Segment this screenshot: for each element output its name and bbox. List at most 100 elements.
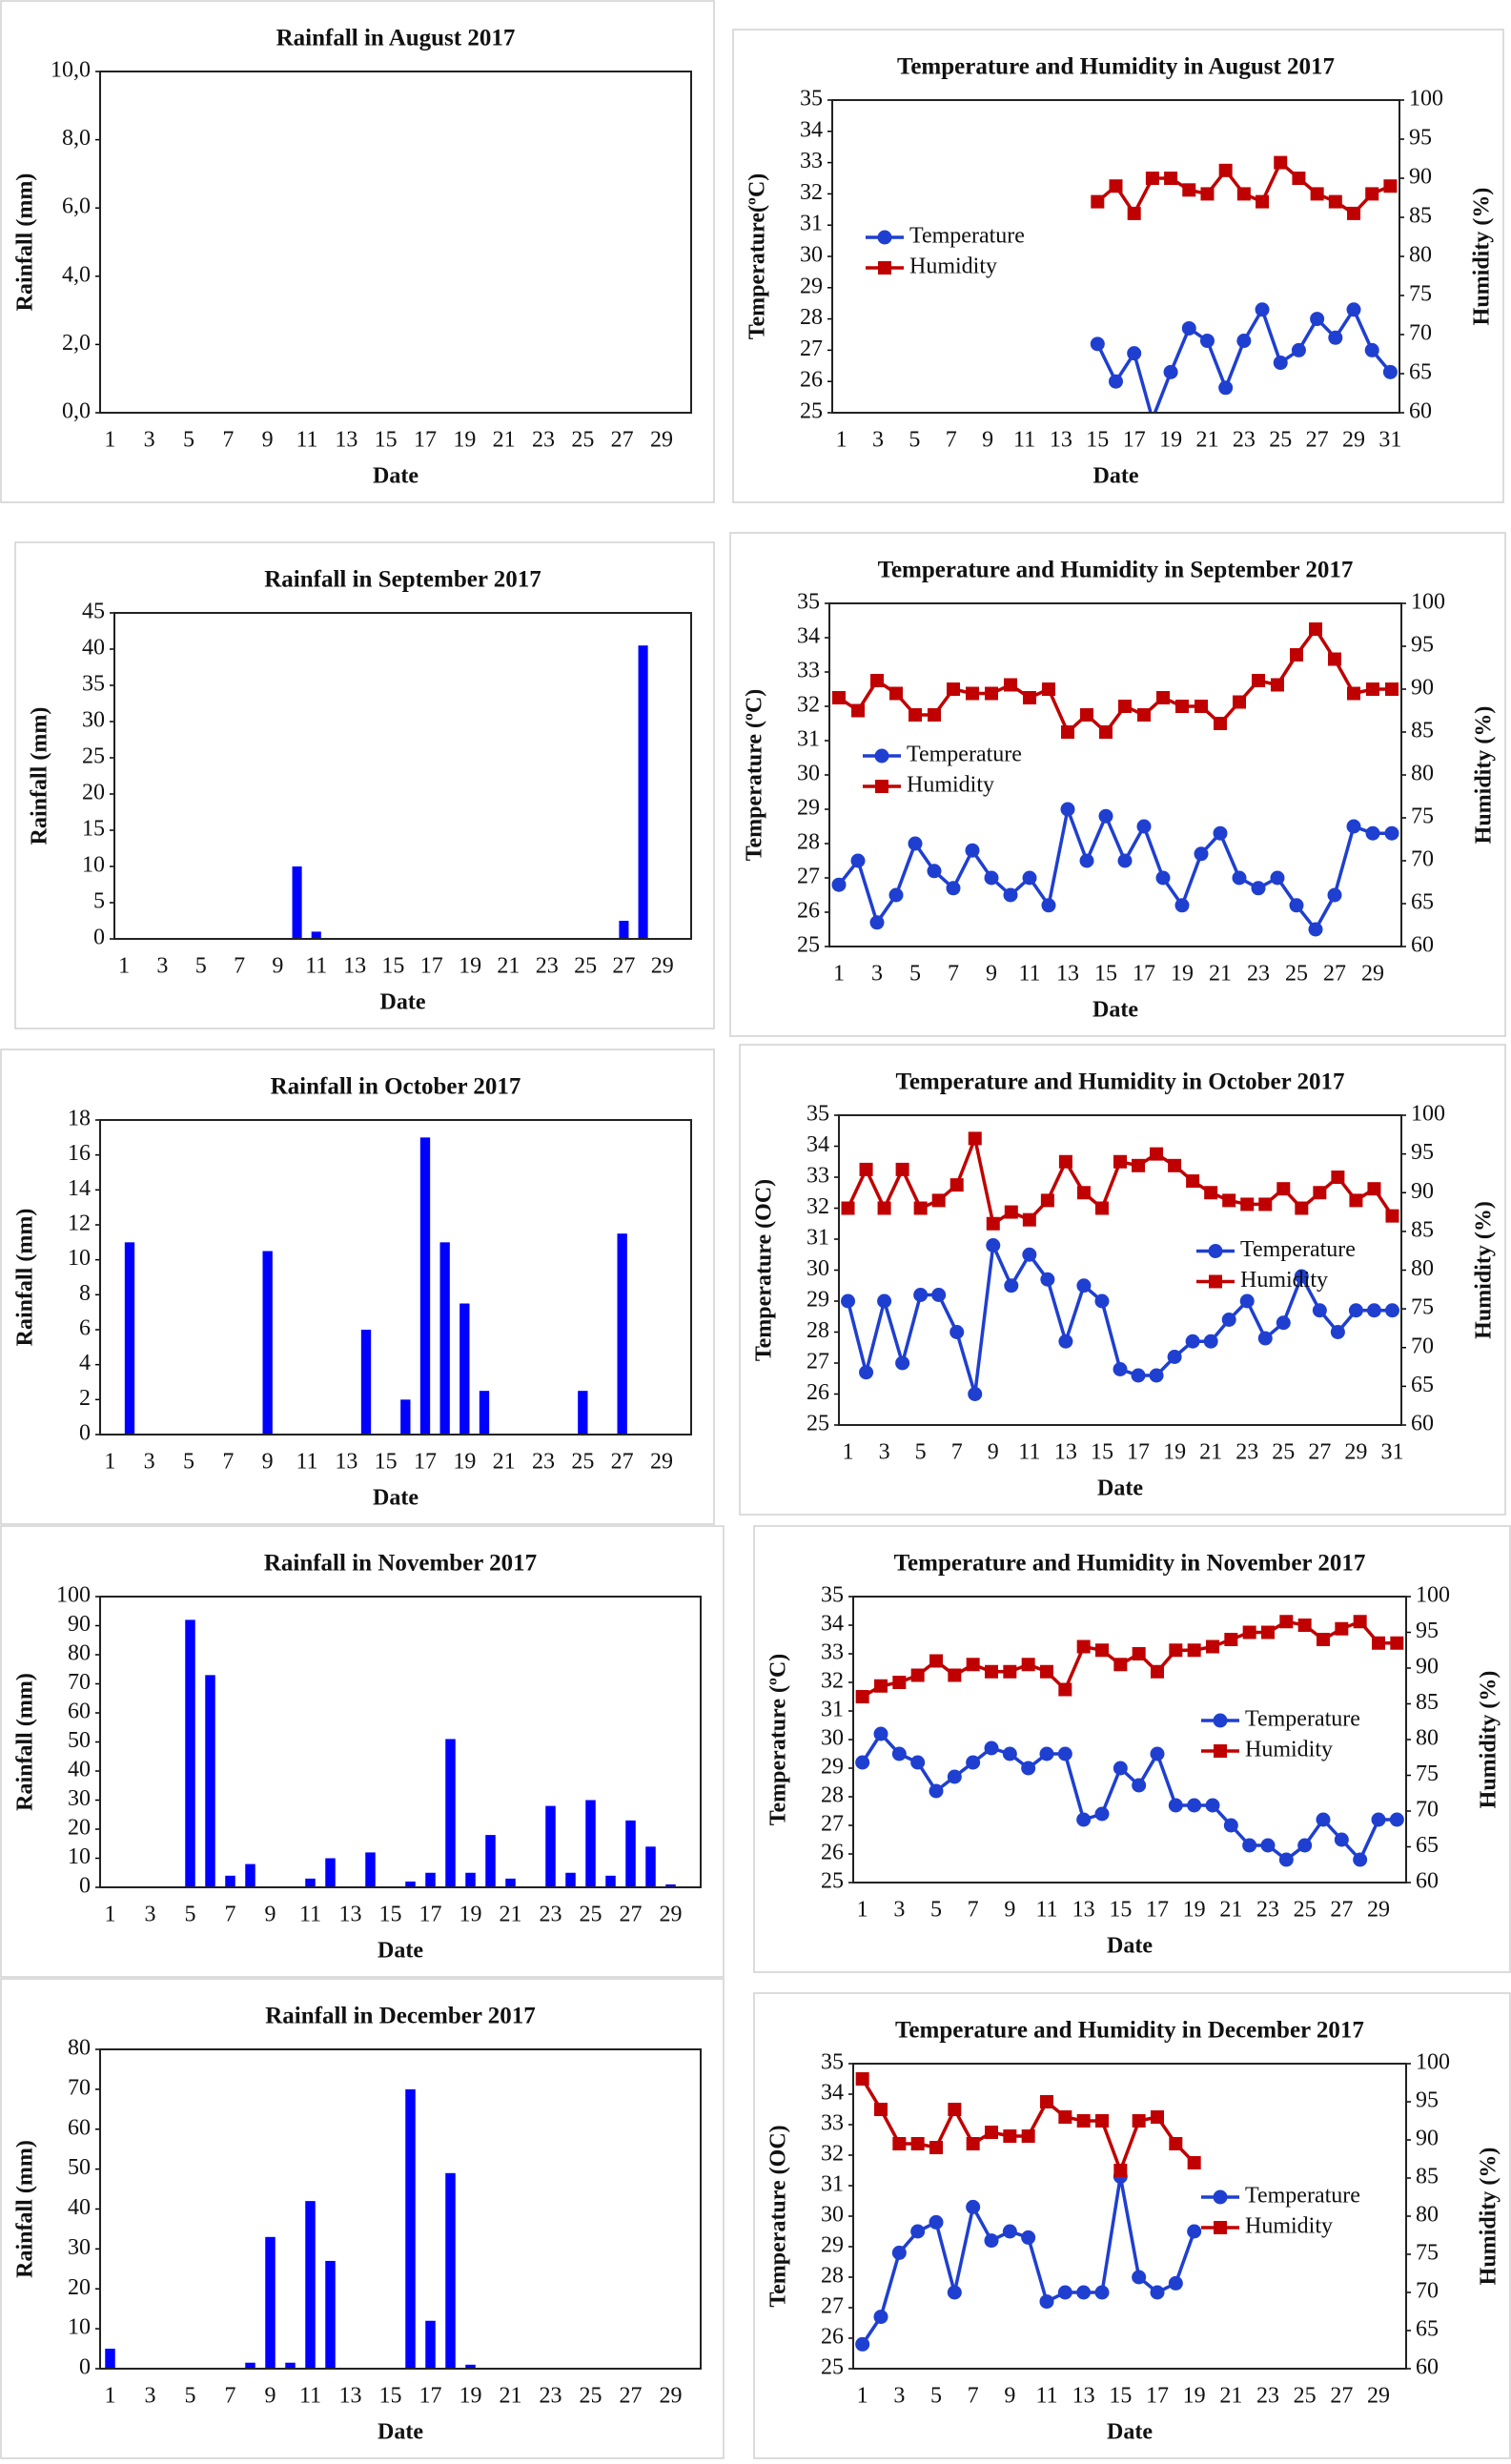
marker	[1291, 342, 1306, 357]
y2-tick-label: 85	[1411, 719, 1434, 743]
plot-frame	[852, 2063, 1407, 2370]
x-tick-label: 9	[1004, 2384, 1015, 2409]
x-tick-label: 23	[540, 2384, 562, 2409]
panel-border	[732, 29, 1504, 503]
marker	[1137, 708, 1151, 722]
bar	[405, 1881, 416, 1887]
x-tick-label: 25	[574, 954, 597, 979]
y-tick-label: 29	[797, 796, 820, 821]
x-axis-label: Date	[1092, 998, 1138, 1023]
marker	[1199, 334, 1215, 349]
marker	[1163, 364, 1178, 379]
y-tick-label: 25	[797, 933, 820, 958]
x-tick-label: 11	[299, 1903, 321, 1927]
marker	[1117, 853, 1133, 868]
marker	[1346, 819, 1361, 834]
x-tick-label: 19	[459, 2384, 482, 2409]
bar	[545, 1805, 556, 1887]
chart-panel: Rainfall in August 2017 Date Rainfall (mm)…	[0, 0, 715, 503]
panel-border	[14, 541, 715, 1029]
marker	[1347, 206, 1361, 220]
y2-tick-label: 65	[1416, 1833, 1439, 1858]
x-tick-label: 17	[419, 2384, 442, 2409]
x-tick-label: 27	[611, 1450, 634, 1475]
x-tick-label: 19	[459, 954, 481, 979]
marker	[1251, 881, 1266, 896]
x-tick-label: 1	[104, 428, 115, 453]
plot-area	[855, 2072, 1202, 2352]
x-tick-label: 19	[1183, 1898, 1206, 1923]
bar	[445, 1739, 456, 1887]
marker	[1113, 2164, 1128, 2177]
x-tick-label: 5	[909, 428, 920, 453]
marker	[910, 2137, 925, 2150]
x-tick-label: 15	[375, 428, 398, 453]
marker	[1367, 1182, 1381, 1196]
x-tick-label: 15	[1109, 2384, 1132, 2409]
y-tick-label: 28	[821, 2264, 844, 2289]
x-tick-label: 23	[532, 428, 555, 453]
x-tick-label: 31	[1380, 1440, 1403, 1465]
y-tick-label: 26	[807, 1380, 829, 1405]
y-axis-label: Temperature (OC)	[766, 2125, 791, 2307]
x-tick-label: 15	[1094, 962, 1117, 987]
marker	[1292, 172, 1306, 185]
marker	[869, 915, 885, 930]
bar	[617, 1233, 627, 1435]
x-tick-label: 9	[986, 962, 997, 987]
plot-frame	[113, 612, 692, 940]
marker	[1383, 179, 1398, 193]
x-tick-label: 1	[833, 962, 845, 987]
marker	[1328, 330, 1343, 345]
marker	[1118, 700, 1132, 713]
x-tick-label: 15	[375, 1450, 398, 1475]
series-line	[837, 803, 1392, 933]
marker	[965, 843, 980, 858]
y-tick-label: 28	[821, 1783, 844, 1808]
x-tick-label: 29	[1361, 962, 1384, 987]
marker	[1365, 825, 1380, 841]
y-tick-label: 30	[807, 1256, 829, 1281]
y-tick-label: 28	[807, 1318, 829, 1343]
x-tick-label: 7	[948, 962, 959, 987]
y-tick-label: 0	[93, 926, 105, 950]
x-tick-label: 23	[536, 954, 559, 979]
marker	[1150, 2285, 1165, 2300]
marker	[859, 1365, 874, 1380]
y2-tick-label: 95	[1416, 1619, 1439, 1643]
marker	[1090, 336, 1105, 352]
bar	[360, 1330, 372, 1435]
marker	[1113, 1761, 1128, 1776]
marker	[891, 2245, 907, 2260]
x-tick-label: 23	[540, 1903, 562, 1927]
marker	[1365, 187, 1379, 201]
legend-label: Temperature	[1245, 2184, 1360, 2209]
y-tick-label: 40	[82, 636, 105, 661]
marker	[1270, 870, 1285, 886]
marker	[1150, 1147, 1164, 1161]
marker	[1222, 1193, 1236, 1208]
marker	[1041, 898, 1056, 913]
y-tick-label: 10	[68, 1246, 91, 1271]
marker	[1004, 1278, 1019, 1293]
x-axis-label: Date	[1107, 1934, 1153, 1959]
marker	[1058, 2110, 1072, 2124]
y2-tick-label: 75	[1409, 282, 1432, 307]
x-tick-label: 7	[968, 2384, 979, 2409]
x-tick-label: 7	[222, 1450, 234, 1475]
marker	[1145, 172, 1159, 185]
x-tick-label: 29	[650, 428, 673, 453]
y2-tick-label: 100	[1416, 1583, 1450, 1608]
x-tick-label: 3	[872, 428, 884, 453]
y-tick-label: 20	[82, 781, 105, 805]
x-tick-label: 3	[156, 954, 168, 979]
chart-title: Rainfall in October 2017	[271, 1074, 521, 1100]
x-tick-label: 9	[1004, 1898, 1015, 1923]
marker	[1204, 1186, 1218, 1200]
marker	[1155, 870, 1171, 886]
x-tick-label: 1	[836, 428, 847, 453]
marker	[1132, 1647, 1146, 1660]
marker	[968, 1131, 982, 1146]
